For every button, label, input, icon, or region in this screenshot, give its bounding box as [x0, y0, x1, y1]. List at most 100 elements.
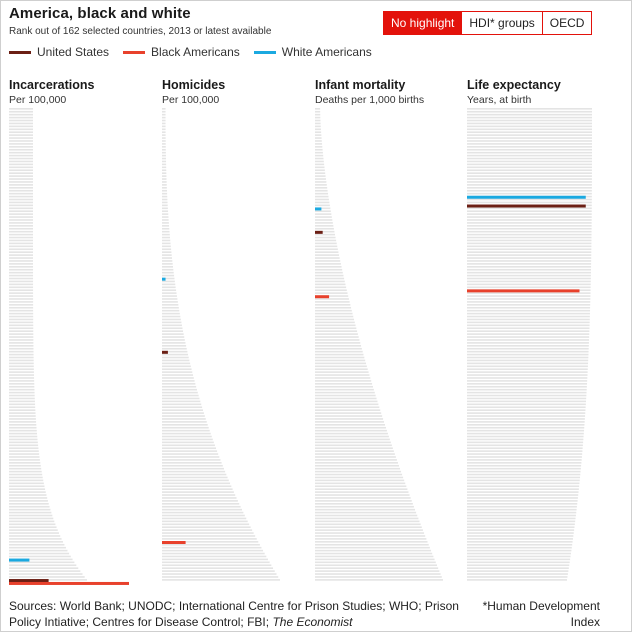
country-bar	[467, 365, 588, 368]
country-bar	[315, 207, 331, 210]
country-bar	[467, 385, 587, 388]
country-bar	[9, 555, 71, 558]
highlight-bar-white-americans[interactable]	[467, 195, 586, 199]
country-bar	[315, 526, 422, 529]
country-bar	[9, 561, 75, 564]
country-bar	[162, 268, 174, 271]
country-bar	[9, 315, 34, 318]
sources-text: Sources: World Bank; UNODC; Internationa…	[9, 599, 459, 629]
panel-unit-homicides: Per 100,000	[162, 94, 220, 106]
country-bar	[315, 242, 337, 245]
country-bar	[467, 368, 588, 371]
country-bar	[315, 239, 337, 242]
country-bar	[315, 447, 393, 450]
country-bar	[162, 412, 204, 414]
country-bar	[9, 491, 46, 493]
country-bar	[9, 494, 47, 496]
highlight-bar-white-americans[interactable]	[9, 558, 30, 562]
legend-label-united-states: United States	[37, 45, 110, 59]
highlight-bar-united-states[interactable]	[162, 350, 168, 354]
country-bar	[162, 119, 166, 122]
country-bar	[9, 192, 33, 195]
country-bar	[315, 113, 321, 116]
country-bar	[315, 154, 324, 157]
country-bar	[9, 175, 33, 177]
country-bar	[315, 500, 412, 502]
country-bar	[315, 222, 333, 224]
country-bar	[162, 134, 166, 136]
country-bar	[315, 251, 339, 253]
country-bar	[315, 412, 382, 414]
country-bar	[467, 125, 592, 128]
country-bar	[467, 178, 592, 180]
panel-title-homicides: Homicides	[162, 78, 226, 92]
country-bar	[467, 271, 591, 274]
country-bar	[9, 418, 36, 420]
country-bar	[162, 266, 173, 268]
country-bar	[9, 473, 43, 476]
highlight-bar-white-americans[interactable]	[162, 277, 166, 281]
highlight-bar-black-americans[interactable]	[467, 289, 580, 293]
no-highlight-button[interactable]: No highlight	[384, 12, 462, 34]
country-bar	[315, 172, 326, 174]
country-bar	[9, 137, 33, 139]
country-bar	[9, 230, 33, 233]
panel-homicides	[162, 108, 280, 581]
highlight-bar-black-americans[interactable]	[315, 295, 330, 299]
highlight-bar-black-americans[interactable]	[162, 541, 186, 544]
country-bar	[9, 187, 33, 189]
country-bar	[315, 157, 324, 160]
country-bar	[315, 163, 325, 166]
country-bar	[315, 131, 322, 134]
highlight-bar-black-americans[interactable]	[9, 581, 129, 585]
country-bar	[315, 403, 379, 406]
country-bar	[467, 429, 585, 432]
country-bar	[9, 476, 43, 479]
country-bar	[467, 406, 586, 409]
country-bar	[315, 125, 321, 128]
country-bar	[9, 189, 33, 192]
country-bar	[9, 444, 39, 447]
country-bar	[162, 333, 184, 335]
highlight-bar-united-states[interactable]	[9, 579, 49, 583]
highlight-bar-united-states[interactable]	[315, 230, 323, 234]
country-bar	[9, 119, 33, 122]
country-bar	[9, 462, 41, 464]
country-bar	[162, 251, 172, 253]
country-bar	[467, 491, 579, 493]
country-bar	[9, 298, 34, 300]
country-bar	[162, 295, 177, 297]
country-bar	[315, 248, 338, 251]
country-bar	[162, 555, 267, 558]
country-bar	[9, 503, 49, 505]
sources-note: Sources: World Bank; UNODC; Internationa…	[9, 598, 469, 630]
country-bar	[9, 359, 34, 362]
country-bar	[162, 304, 179, 306]
country-bar	[467, 573, 568, 575]
country-bar	[162, 497, 237, 499]
country-bar	[315, 298, 349, 300]
country-bar	[9, 178, 33, 180]
country-bar	[162, 283, 176, 286]
highlight-bar-white-americans[interactable]	[315, 207, 322, 211]
country-bar	[9, 222, 33, 224]
country-bar	[162, 438, 213, 441]
country-bar	[9, 523, 56, 526]
country-bar	[467, 549, 572, 552]
country-bar	[467, 453, 583, 455]
country-bar	[162, 570, 275, 572]
country-bar	[315, 377, 371, 379]
country-bar	[162, 327, 183, 330]
country-bar	[315, 140, 322, 142]
highlight-bar-united-states[interactable]	[467, 204, 586, 208]
country-bar	[467, 520, 576, 523]
country-bar	[9, 517, 54, 520]
oecd-button[interactable]: OECD	[541, 12, 592, 34]
country-bar	[9, 333, 34, 335]
hdi-groups-button[interactable]: HDI* groups	[461, 12, 542, 34]
country-bar	[467, 564, 570, 567]
country-bar	[9, 394, 35, 397]
country-bar	[315, 137, 322, 139]
legend-label-black-americans: Black Americans	[151, 45, 240, 59]
country-bar	[9, 447, 39, 450]
